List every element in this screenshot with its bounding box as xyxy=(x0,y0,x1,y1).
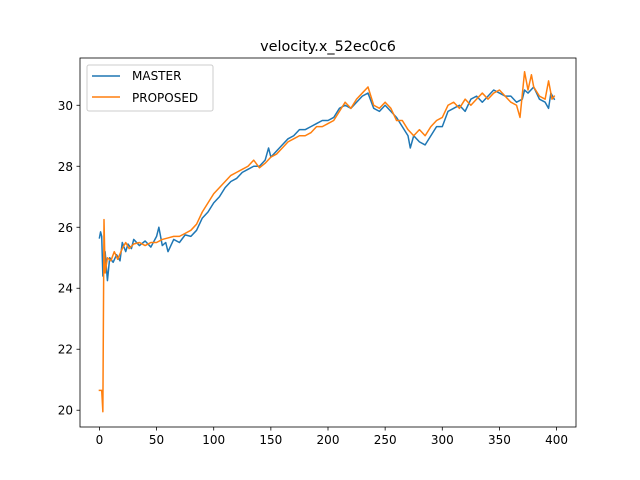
legend-label-proposed: PROPOSED xyxy=(132,91,198,105)
x-tick-label: 350 xyxy=(488,433,511,447)
y-tick-label: 28 xyxy=(58,160,73,174)
x-tick-label: 100 xyxy=(202,433,225,447)
legend-label-master: MASTER xyxy=(132,69,181,83)
x-tick-label: 50 xyxy=(149,433,164,447)
x-tick-label: 250 xyxy=(374,433,397,447)
x-tick-label: 300 xyxy=(431,433,454,447)
y-axis-ticks: 20 22 24 26 28 30 xyxy=(58,99,80,418)
y-tick-label: 24 xyxy=(58,282,73,296)
x-axis-ticks: 0 50 100 150 200 250 300 350 400 xyxy=(96,427,568,447)
x-tick-label: 400 xyxy=(545,433,568,447)
plot-lines xyxy=(98,70,556,413)
y-tick-label: 30 xyxy=(58,99,73,113)
y-tick-label: 20 xyxy=(58,404,73,418)
x-tick-label: 150 xyxy=(259,433,282,447)
y-tick-label: 22 xyxy=(58,343,73,357)
chart-title: velocity.x_52ec0c6 xyxy=(260,39,396,55)
legend: MASTER PROPOSED xyxy=(86,64,214,112)
x-tick-label: 0 xyxy=(96,433,104,447)
series-line-proposed xyxy=(98,70,556,413)
y-tick-label: 26 xyxy=(58,221,73,235)
x-tick-label: 200 xyxy=(317,433,340,447)
